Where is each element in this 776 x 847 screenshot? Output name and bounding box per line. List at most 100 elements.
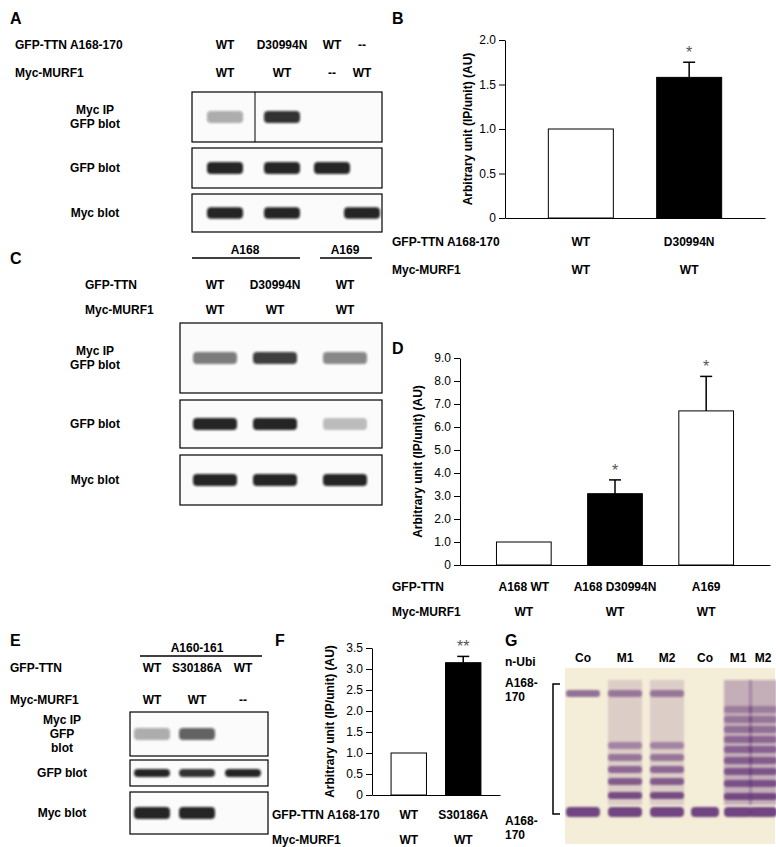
row-label: WT <box>399 833 418 847</box>
blot-band <box>207 207 243 218</box>
gel-smear <box>650 680 684 805</box>
error-bar-cap <box>457 656 469 658</box>
blot-label-line: GFP blot <box>70 161 120 175</box>
blot-band <box>134 728 170 740</box>
panel-letter: A <box>10 10 22 27</box>
y-tick: 0 <box>356 788 372 802</box>
x-tick: A169 <box>692 565 721 594</box>
gel-band <box>650 754 684 761</box>
gel-band <box>608 778 642 785</box>
bar-chart-panel: B00.51.01.52.0Arbitrary unit (IP/unit) (… <box>392 10 766 278</box>
side-label: n-Ubi <box>505 655 536 669</box>
row-title: GFP-TTN A168-170 <box>15 38 123 52</box>
blot-frame <box>130 792 268 834</box>
row-title-line: GFP-TTN A168-170 <box>272 808 380 822</box>
blot-frame <box>192 148 382 188</box>
y-axis: 00.51.01.52.0 <box>479 33 505 225</box>
blot-panel: EA160-161GFP-TTNWTS30186AWTMyc-MURF1WTWT… <box>10 632 268 834</box>
bar <box>496 542 551 565</box>
x-tick-label: A168 D30994N <box>574 580 657 594</box>
row-label: WT <box>273 66 292 80</box>
blot-band <box>323 352 367 364</box>
row-title-line: GFP-TTN <box>392 580 444 594</box>
y-tick: 6.0 <box>434 420 460 434</box>
x-axis-line <box>373 795 501 796</box>
blot-band <box>314 162 350 174</box>
blot-frame <box>130 712 268 756</box>
row-label-line: WT <box>206 303 225 317</box>
side-label-line: A168- <box>505 676 538 690</box>
row-title: Myc-MURF1 <box>10 693 79 707</box>
y-tick-label: 1.0 <box>479 122 496 136</box>
blot-label-line: Myc blot <box>71 206 120 220</box>
blot-label-line: GFP blot <box>70 417 120 431</box>
lane-label-line: M1 <box>617 651 634 665</box>
y-tick: 7.0 <box>434 397 460 411</box>
x-tick: A168 D30994N <box>574 565 657 594</box>
bar-chart-panel: D01.02.03.04.05.06.07.08.09.0Arbitrary u… <box>392 340 771 620</box>
row-label-line: -- <box>358 38 366 52</box>
y-tick-mark <box>499 40 505 41</box>
y-tick-label: 6.0 <box>434 420 451 434</box>
y-axis-line <box>460 359 461 566</box>
panel-letter: C <box>10 250 22 267</box>
x-tick: WT <box>572 218 591 249</box>
gel-band <box>650 742 684 749</box>
y-tick: 9.0 <box>434 351 460 365</box>
row-label: WT <box>266 303 285 317</box>
y-tick-label: 0 <box>489 211 496 225</box>
row-label: WT <box>206 278 225 292</box>
error-bar <box>609 480 621 494</box>
gel-band <box>608 742 642 749</box>
blot-band <box>225 769 261 777</box>
row-label-line: WT <box>143 661 162 675</box>
row-title-line: Myc-MURF1 <box>392 605 461 619</box>
row-title: Myc-MURF1 <box>85 303 154 317</box>
row-label-line: WT <box>273 66 292 80</box>
blot-panel: CA168A169GFP-TTNWTD30994NWTMyc-MURF1WTWT… <box>10 243 382 505</box>
panel-letter-line: E <box>10 632 21 649</box>
error-bar <box>700 376 712 411</box>
row-label-line: WT <box>353 66 372 80</box>
error-bar-stem <box>705 376 707 411</box>
blot-label: GFP blot <box>70 417 120 431</box>
y-tick: 4.0 <box>434 466 460 480</box>
row-label-line: WT <box>266 303 285 317</box>
plot-marks <box>391 656 481 795</box>
y-tick-label: 7.0 <box>434 397 451 411</box>
row-label-line: WT <box>697 605 716 619</box>
group-label-line: A168 <box>231 243 260 257</box>
y-tick: 0 <box>489 211 505 225</box>
y-axis: 00.51.01.52.02.53.03.5 <box>346 641 372 802</box>
gel-band <box>650 778 684 785</box>
panel-letter-line: B <box>392 10 404 27</box>
panel-letter-line: G <box>505 632 517 649</box>
bracket <box>553 684 560 814</box>
row-title: Myc-MURF1 <box>392 605 461 619</box>
row-label: WT <box>572 263 591 277</box>
side-label-line: A168- <box>505 814 538 828</box>
bar <box>446 663 481 795</box>
row-label: WT <box>216 38 235 52</box>
lane-label: Co <box>697 651 713 665</box>
lane-label: Co <box>575 651 591 665</box>
row-label: -- <box>358 38 366 52</box>
blot-label: Myc blot <box>71 206 120 220</box>
error-bar <box>683 62 695 77</box>
y-tick: 1.0 <box>479 122 505 136</box>
row-label: WT <box>697 605 716 619</box>
gel-band <box>608 766 642 773</box>
lane-label-line: Co <box>575 651 591 665</box>
y-tick-label: 5.0 <box>434 443 451 457</box>
gel-band <box>749 793 776 800</box>
y-axis-title: Arbitrary unit (IP/unit) (AU) <box>323 645 337 798</box>
gel-smear <box>749 680 776 805</box>
blot-frame <box>180 400 382 448</box>
gel-band <box>724 726 752 733</box>
row-label: WT <box>680 263 699 277</box>
blot-label-line: Myc IP <box>76 344 114 358</box>
y-tick: 0 <box>444 558 460 572</box>
blot-label-line: Myc blot <box>38 806 87 820</box>
row-label-line: WT <box>606 605 625 619</box>
row-label-line: D30994N <box>257 38 308 52</box>
